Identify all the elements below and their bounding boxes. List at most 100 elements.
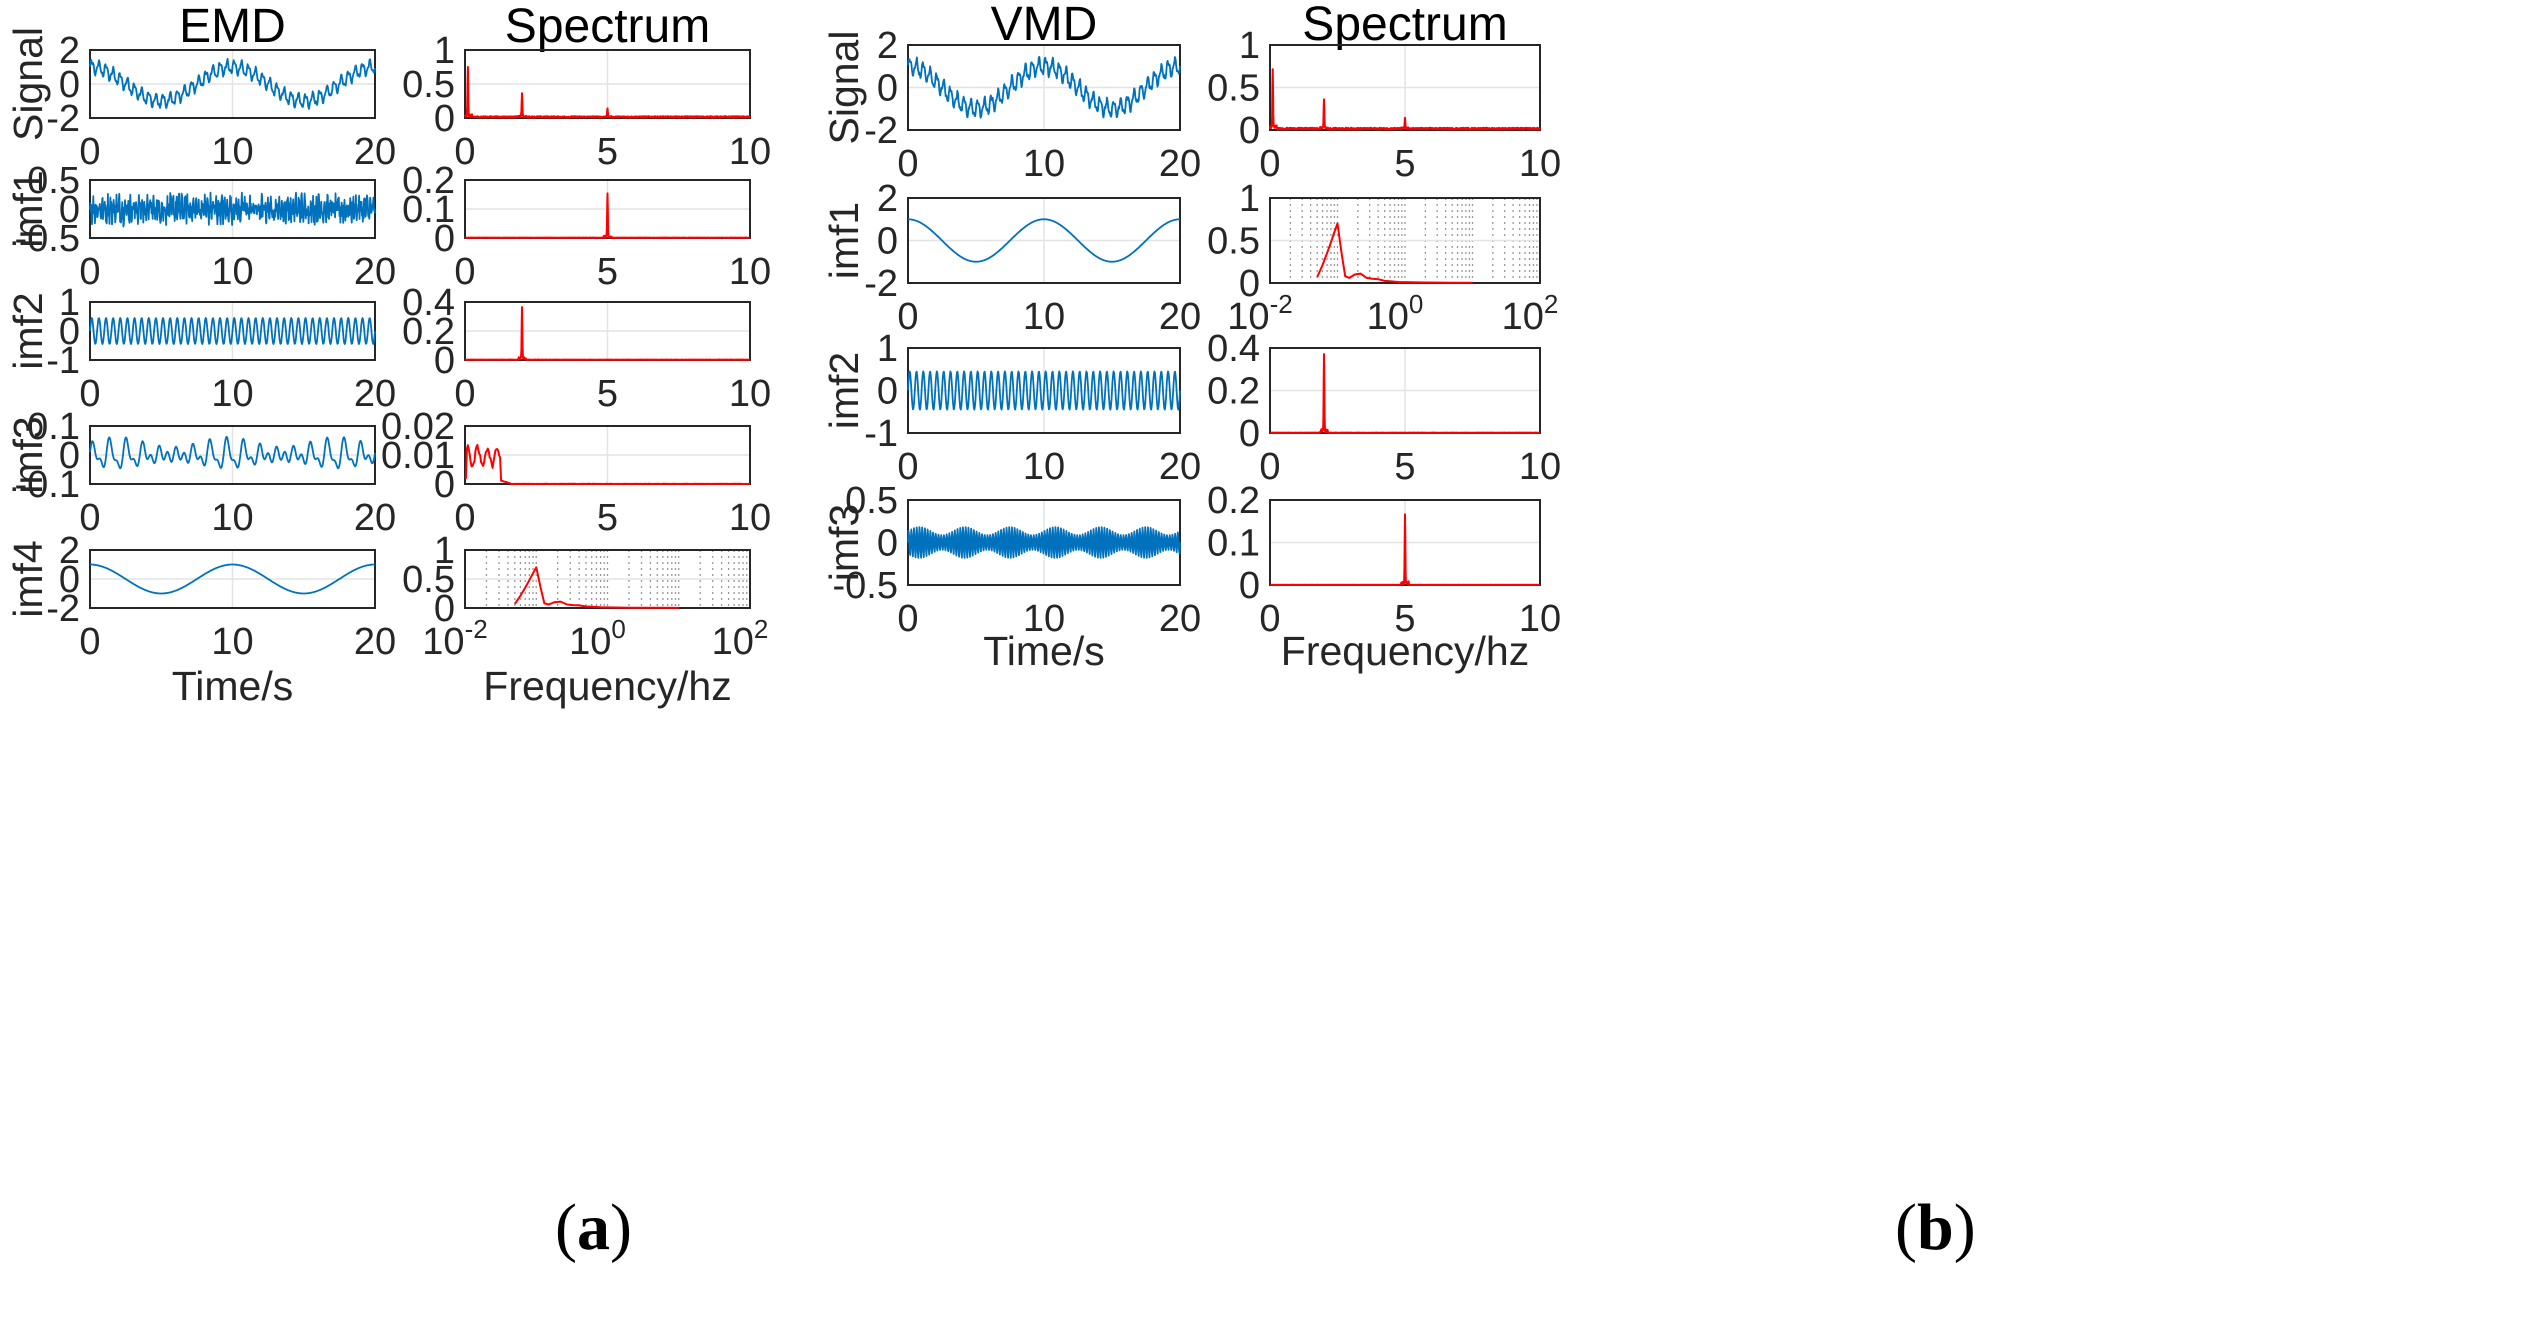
x-tick-base: 10 <box>569 621 611 663</box>
x-tick-label: 20 <box>1159 296 1201 338</box>
x-tick-label: 5 <box>1394 598 1415 640</box>
x-ticks: 10-2 100 102 <box>1227 289 1558 338</box>
y-tick-label: 1 <box>877 328 898 370</box>
axes-box <box>907 197 1181 284</box>
y-tick-label: 0.2 <box>402 311 455 353</box>
x-tick-exponent: -2 <box>465 614 488 644</box>
grid <box>1269 347 1541 434</box>
x-tick-label: 10 <box>729 131 771 173</box>
y-tick-label: -0.1 <box>15 464 80 506</box>
y-tick-label: 1 <box>434 530 455 572</box>
x-tick-label: 100 <box>1367 289 1424 338</box>
axes-box <box>464 179 751 239</box>
x-tick-label: 0 <box>79 621 100 663</box>
grid <box>907 197 1181 284</box>
y-ticks: 20-2 <box>864 25 898 152</box>
y-axis-label: imf3 <box>5 416 51 493</box>
x-tick-label: 10 <box>211 373 253 415</box>
y-tick-label: 1 <box>434 30 455 72</box>
x-tick-label: 0 <box>454 497 475 539</box>
x-ticks: 0 10 20 <box>897 446 1201 488</box>
y-tick-label: 0.5 <box>845 480 898 522</box>
y-tick-label: 0 <box>59 311 80 353</box>
x-tick-label: 0 <box>1259 446 1280 488</box>
y-tick-label: 2 <box>877 178 898 220</box>
x-tick-label: 5 <box>597 497 618 539</box>
column-title: Spectrum <box>1302 0 1507 51</box>
x-ticks: 0 5 10 <box>454 251 771 293</box>
x-tick-label: 10 <box>1023 296 1065 338</box>
y-axis-label: Signal <box>821 31 867 145</box>
y-ticks: 20-2 <box>46 530 80 630</box>
x-tick-base: 10 <box>422 621 464 663</box>
x-tick-label: 20 <box>1159 598 1201 640</box>
y-tick-label: 0 <box>1239 263 1260 305</box>
grid <box>464 301 751 361</box>
axes-box <box>89 49 376 119</box>
x-tick-label: 20 <box>354 373 396 415</box>
x-tick-label: 20 <box>1159 143 1201 185</box>
y-ticks: 20-2 <box>864 178 898 305</box>
y-tick-label: -2 <box>864 263 898 305</box>
x-axis-label: Time/s <box>172 663 293 709</box>
series-line <box>1269 68 1541 131</box>
x-tick-label: 10 <box>211 131 253 173</box>
series-line <box>907 55 1181 119</box>
y-ticks: 0.50-0.5 <box>15 160 80 260</box>
y-tick-label: 0.5 <box>402 559 455 601</box>
x-tick-exponent: -2 <box>1270 289 1293 319</box>
x-tick-label: 0 <box>454 251 475 293</box>
column-title: Spectrum <box>505 0 710 53</box>
y-tick-label: 0 <box>1239 413 1260 455</box>
y-tick-label: 0.5 <box>27 160 80 202</box>
x-tick-label: 0 <box>897 446 918 488</box>
series-line <box>89 563 376 595</box>
x-tick-label: 0 <box>79 373 100 415</box>
series-line <box>464 443 750 485</box>
y-axis-label: Signal <box>5 27 51 141</box>
axes-box <box>464 49 751 119</box>
y-tick-label: 0.4 <box>1207 328 1260 370</box>
y-ticks: 10.50 <box>1207 178 1260 305</box>
x-ticks: 0 10 20 <box>79 251 396 293</box>
x-axis-label: Frequency/hz <box>1281 628 1529 674</box>
x-tick-label: 5 <box>597 131 618 173</box>
y-tick-label: 0.01 <box>381 435 455 477</box>
y-tick-label: 2 <box>59 530 80 572</box>
y-tick-label: 0 <box>434 98 455 140</box>
x-tick-label: 0 <box>897 296 918 338</box>
y-tick-label: 0.2 <box>402 160 455 202</box>
y-axis-label: imf1 <box>821 202 867 279</box>
column-title: VMD <box>991 0 1098 51</box>
x-tick-label: 0 <box>897 598 918 640</box>
x-ticks: 0 5 10 <box>1259 446 1561 488</box>
y-tick-label: 0 <box>434 340 455 382</box>
axes-box <box>1269 499 1541 586</box>
y-ticks: 20-2 <box>46 30 80 140</box>
grid <box>89 549 376 609</box>
x-tick-label: 10 <box>1519 598 1561 640</box>
x-tick-label: 20 <box>354 497 396 539</box>
x-tick-label: 10 <box>729 251 771 293</box>
y-tick-label: 0 <box>59 189 80 231</box>
x-tick-label: 20 <box>354 621 396 663</box>
x-ticks: 0 5 10 <box>454 131 771 173</box>
y-tick-label: 0.1 <box>27 406 80 448</box>
x-tick-label: 0 <box>79 251 100 293</box>
y-ticks: 10-1 <box>46 282 80 382</box>
x-tick-label: 0 <box>1259 598 1280 640</box>
x-tick-label: 10 <box>211 251 253 293</box>
y-tick-label: 0 <box>434 588 455 630</box>
x-tick-label: 5 <box>597 373 618 415</box>
y-tick-label: 0.4 <box>402 282 455 324</box>
y-axis-label: imf2 <box>821 352 867 429</box>
